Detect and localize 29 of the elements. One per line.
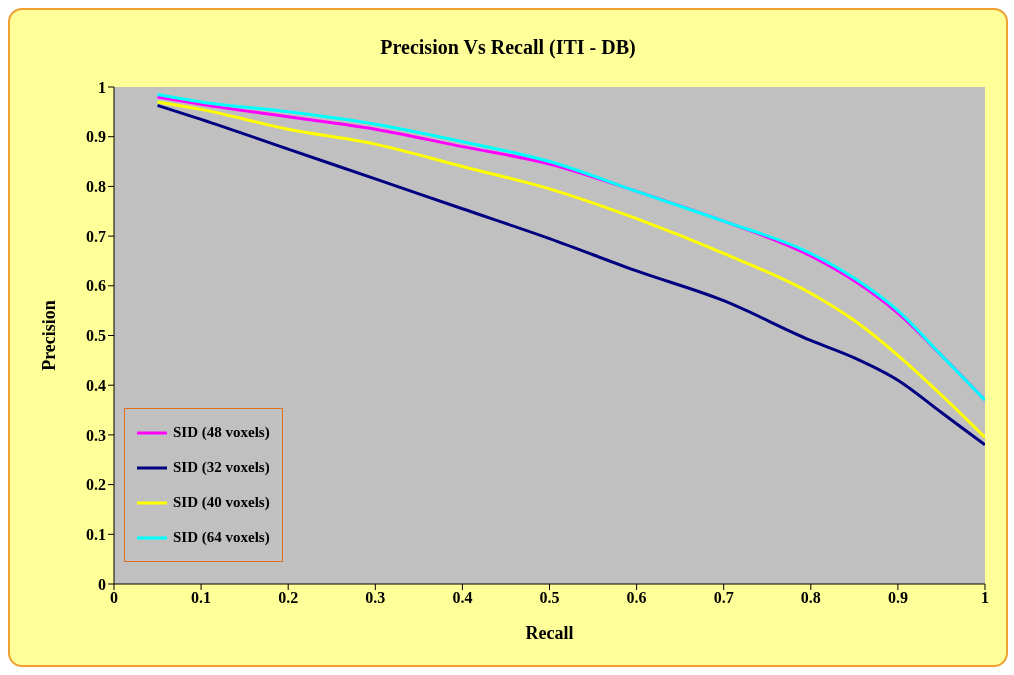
x-tick-label: 0.6 — [626, 589, 647, 607]
y-tick-label: 0.1 — [86, 525, 106, 543]
y-tick-label: 1 — [98, 78, 106, 96]
x-tick-label: 0.7 — [713, 589, 734, 607]
x-tick-label: 0.1 — [191, 589, 212, 607]
x-tick-label: 0 — [110, 589, 118, 607]
x-axis-title: Recall — [525, 623, 574, 643]
x-tick-label: 0.4 — [452, 589, 473, 607]
x-tick-label: 1 — [981, 589, 989, 607]
legend-label: SID (32 voxels) — [173, 459, 270, 476]
y-tick-label: 0.3 — [86, 426, 106, 444]
y-tick-label: 0.9 — [86, 128, 106, 146]
x-tick-label: 0.2 — [278, 589, 299, 607]
legend-label: SID (64 voxels) — [173, 529, 270, 546]
chart-title: Precision Vs Recall (ITI - DB) — [379, 35, 637, 61]
y-tick-label: 0 — [98, 575, 106, 593]
x-tick-label: 0.3 — [365, 589, 386, 607]
y-axis-title: Precision — [39, 300, 60, 371]
legend-label: SID (40 voxels) — [173, 494, 270, 511]
y-tick-label: 0.4 — [86, 376, 106, 394]
y-tick-label: 0.7 — [86, 227, 106, 245]
legend-label: SID (48 voxels) — [173, 424, 270, 441]
y-tick-label: 0.2 — [86, 476, 106, 494]
x-tick-label: 0.8 — [800, 589, 821, 607]
x-tick-label: 0.5 — [539, 589, 560, 607]
y-tick-label: 0.5 — [86, 327, 106, 345]
y-tick-label: 0.6 — [86, 277, 106, 295]
x-tick-label: 0.9 — [887, 589, 908, 607]
y-tick-label: 0.8 — [86, 178, 106, 196]
